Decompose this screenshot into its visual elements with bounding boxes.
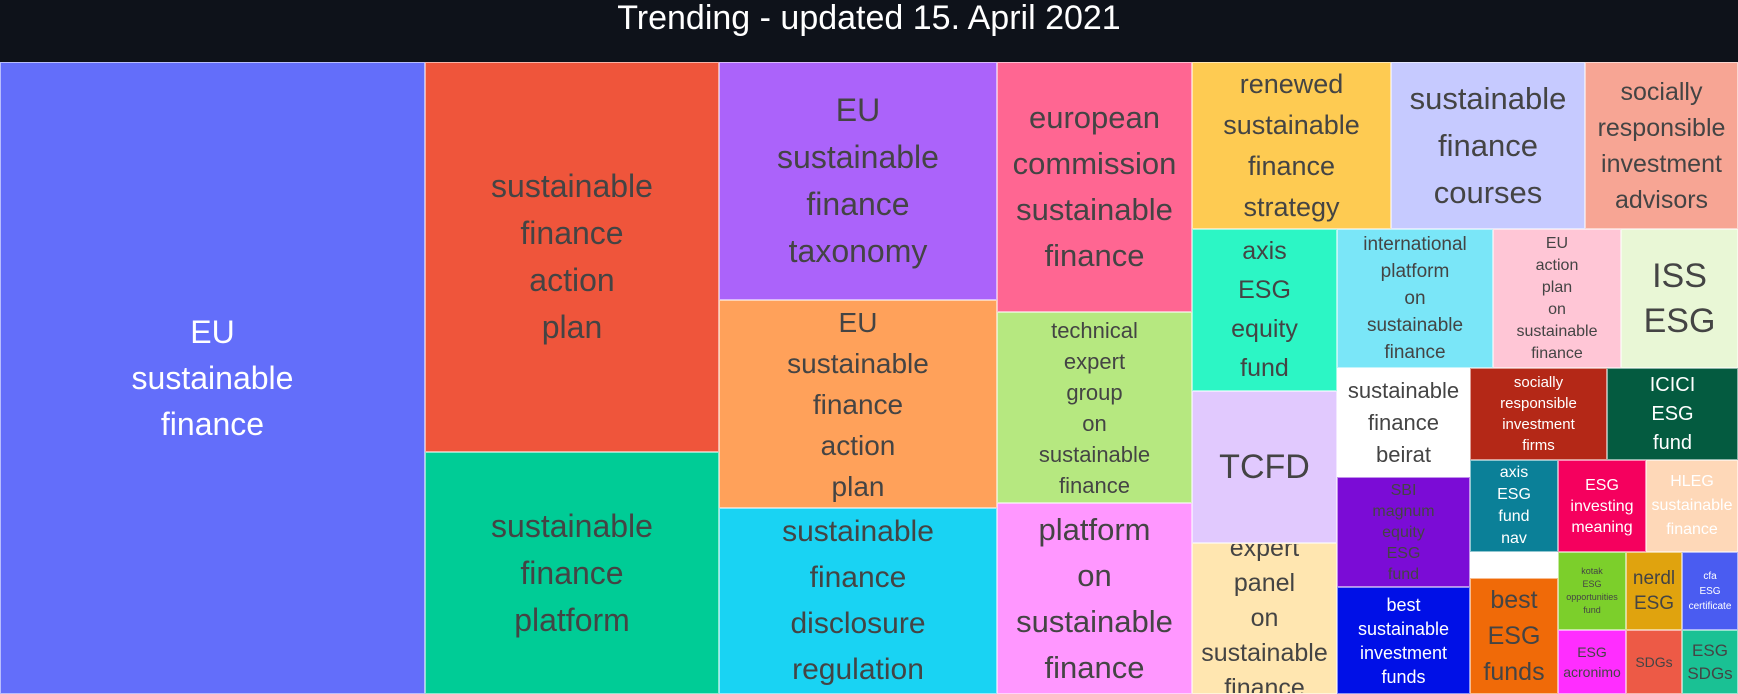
- treemap-tile-label: socially responsible investment advisors: [1597, 77, 1726, 214]
- title-bar: [0, 0, 1738, 62]
- treemap-tile-label: renewed sustainable finance strategy: [1223, 68, 1360, 222]
- treemap-tile[interactable]: sustainable finance courses: [1391, 62, 1585, 229]
- treemap-tile[interactable]: ESG SDGs: [1682, 630, 1738, 694]
- treemap-tile-label: EU sustainable finance: [131, 314, 294, 442]
- treemap-tile[interactable]: SDGs: [1626, 630, 1682, 694]
- chart-title: Trending - updated 15. April 2021: [617, 0, 1121, 37]
- treemap-tile-label: SDGs: [1635, 654, 1673, 670]
- treemap-tile[interactable]: european commission sustainable finance: [997, 62, 1192, 312]
- treemap-tile[interactable]: sustainable finance disclosure regulation: [719, 508, 997, 694]
- treemap-tile-label: ISS ESG: [1643, 256, 1716, 340]
- treemap-tile[interactable]: cfa ESG certificate: [1682, 552, 1738, 630]
- treemap-tile-label: kotak ESG opportunities fund: [1566, 566, 1618, 615]
- treemap-tile[interactable]: socially responsible investment firms: [1470, 368, 1607, 460]
- treemap-tile[interactable]: axis ESG equity fund: [1192, 229, 1337, 391]
- treemap-tile[interactable]: technical expert group on sustainable finance: [997, 312, 1192, 503]
- treemap-tile-label: ESG SDGs: [1687, 641, 1733, 683]
- treemap-tile-label: axis ESG fund nav: [1497, 464, 1531, 547]
- treemap-tile[interactable]: best ESG funds: [1470, 578, 1558, 694]
- treemap-tile[interactable]: ICICI ESG fund: [1607, 368, 1738, 460]
- treemap-tile-label: best ESG funds: [1483, 586, 1545, 686]
- treemap-tile-label: sustainable finance beirat: [1347, 377, 1460, 467]
- treemap-tile-label: sustainable finance platform: [491, 507, 653, 638]
- treemap-tile[interactable]: axis ESG fund nav: [1470, 460, 1558, 552]
- treemap-tile-label: SBI magnum equity ESG fund: [1372, 481, 1435, 583]
- treemap-tile[interactable]: nerdl ESG: [1626, 552, 1682, 630]
- treemap-tile[interactable]: TCFD: [1192, 391, 1337, 543]
- treemap-tile-label: platform on sustainable finance: [1016, 511, 1173, 685]
- treemap-tile[interactable]: EU sustainable finance taxonomy: [719, 62, 997, 300]
- treemap-tile-label: cfa ESG certificate: [1688, 570, 1732, 612]
- treemap-tile-label: sustainable finance courses: [1409, 81, 1567, 210]
- treemap-tile[interactable]: sustainable finance beirat: [1337, 368, 1470, 477]
- treemap-tile[interactable]: renewed sustainable finance strategy: [1192, 62, 1391, 229]
- treemap-tile[interactable]: ISS ESG: [1621, 229, 1738, 368]
- treemap-tile[interactable]: expert panel on sustainable finance: [1192, 543, 1337, 694]
- treemap-tile-label: TCFD: [1219, 448, 1310, 486]
- treemap-tile-label: sustainable finance action plan: [491, 168, 653, 345]
- treemap-tile-label: nerdl ESG: [1632, 568, 1676, 614]
- treemap-tile[interactable]: socially responsible investment advisors: [1585, 62, 1738, 229]
- treemap-tile-label: sustainable finance disclosure regulation: [782, 515, 934, 686]
- treemap-tile-label: EU sustainable finance action plan: [787, 306, 929, 502]
- treemap-tile[interactable]: ESG investing meaning: [1558, 460, 1646, 552]
- treemap-tile[interactable]: international platform on sustainable financ…: [1337, 229, 1493, 368]
- treemap-tile[interactable]: sustainable finance platform: [425, 452, 719, 694]
- treemap-tile-label: socially responsible investment firms: [1500, 374, 1577, 454]
- treemap-tile[interactable]: ESG acronimo: [1558, 630, 1626, 694]
- treemap-tile[interactable]: EU action plan on sustainable finance: [1493, 229, 1621, 368]
- treemap-tile-label: international platform on sustainable financ…: [1363, 234, 1467, 363]
- treemap-tile[interactable]: SBI magnum equity ESG fund: [1337, 477, 1470, 587]
- treemap-tile-label: best sustainable investment funds: [1357, 594, 1450, 687]
- treemap-tile[interactable]: kotak ESG opportunities fund: [1558, 552, 1626, 630]
- treemap-tile-label: HLEG sustainable finance: [1651, 473, 1733, 538]
- treemap-tile-label: expert panel on sustainable finance: [1201, 543, 1328, 694]
- treemap-tile-label: EU action plan on sustainable finance: [1516, 234, 1598, 362]
- treemap-tile[interactable]: platform on sustainable finance: [997, 503, 1192, 694]
- treemap-tile[interactable]: sustainable finance action plan: [425, 62, 719, 452]
- treemap-tile-label: EU sustainable finance taxonomy: [777, 92, 939, 269]
- treemap-tile[interactable]: EU sustainable finance action plan: [719, 300, 997, 508]
- treemap-tile[interactable]: EU sustainable finance: [0, 62, 425, 694]
- treemap-tile-label: ESG acronimo: [1563, 644, 1621, 680]
- treemap-tile-label: european commission sustainable finance: [1012, 100, 1177, 273]
- treemap-tile-label: technical expert group on sustainable finance: [1038, 317, 1151, 498]
- treemap-tile[interactable]: HLEG sustainable finance: [1646, 460, 1738, 552]
- treemap-tile[interactable]: best sustainable investment funds: [1337, 587, 1470, 694]
- treemap-tile-label: ESG investing meaning: [1570, 476, 1634, 536]
- treemap-tile-label: axis ESG equity fund: [1231, 237, 1298, 382]
- treemap-tile-label: ICICI ESG fund: [1649, 373, 1696, 454]
